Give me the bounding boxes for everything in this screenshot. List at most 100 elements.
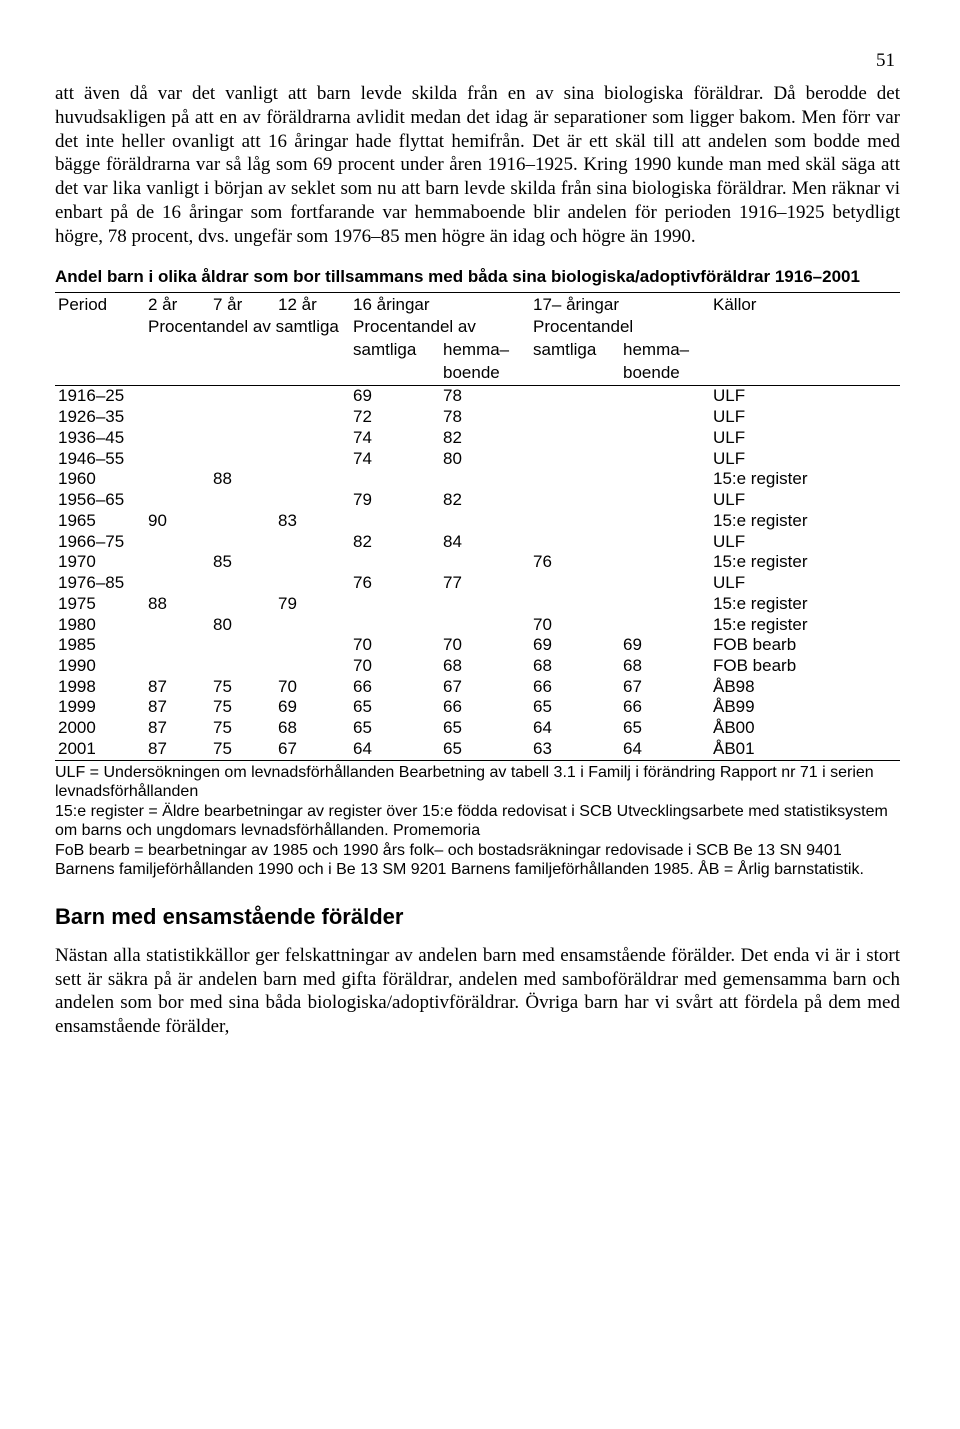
table-row: 19608815:e register bbox=[55, 469, 900, 490]
page-number: 51 bbox=[55, 50, 900, 72]
table-cell bbox=[210, 532, 275, 553]
table-cell: 1999 bbox=[55, 697, 145, 718]
table-cell: 87 bbox=[145, 697, 210, 718]
table-cell bbox=[620, 511, 710, 532]
table-cell bbox=[275, 615, 350, 636]
table-cell bbox=[440, 594, 530, 615]
table-cell: 63 bbox=[530, 739, 620, 760]
table-cell bbox=[145, 573, 210, 594]
section-heading: Barn med ensamstående förälder bbox=[55, 904, 900, 930]
table-cell: 69 bbox=[275, 697, 350, 718]
table-cell: 80 bbox=[210, 615, 275, 636]
table-cell: 70 bbox=[275, 677, 350, 698]
table-cell bbox=[210, 490, 275, 511]
table-cell: 75 bbox=[210, 677, 275, 698]
table-row: 199887757066676667ÅB98 bbox=[55, 677, 900, 698]
table-cell: ULF bbox=[710, 386, 900, 407]
hdr-boende-17: boende bbox=[620, 361, 710, 386]
table-cell: ULF bbox=[710, 573, 900, 594]
table-cell: ULF bbox=[710, 490, 900, 511]
table-cell: 1916–25 bbox=[55, 386, 145, 407]
table-cell: 68 bbox=[620, 656, 710, 677]
table-cell bbox=[620, 428, 710, 449]
table-cell: 64 bbox=[530, 718, 620, 739]
table-cell: 74 bbox=[350, 428, 440, 449]
table-cell: 65 bbox=[350, 718, 440, 739]
table-cell bbox=[145, 532, 210, 553]
table-row: 1970857615:e register bbox=[55, 552, 900, 573]
table-row: 1916–256978ULF bbox=[55, 386, 900, 407]
table-cell: 15:e register bbox=[710, 469, 900, 490]
table-cell bbox=[530, 449, 620, 470]
table-cell bbox=[145, 428, 210, 449]
table-cell: 88 bbox=[210, 469, 275, 490]
table-cell bbox=[145, 635, 210, 656]
table-cell bbox=[145, 449, 210, 470]
table-cell: 78 bbox=[440, 407, 530, 428]
table-cell: 75 bbox=[210, 697, 275, 718]
table-cell bbox=[530, 511, 620, 532]
intro-paragraph: att även då var det vanligt att barn lev… bbox=[55, 82, 900, 248]
table-cell bbox=[440, 511, 530, 532]
table-cell bbox=[620, 552, 710, 573]
table-cell bbox=[620, 594, 710, 615]
col-17aringar: 17– åringar bbox=[530, 292, 710, 315]
table-cell bbox=[210, 635, 275, 656]
table-cell bbox=[530, 386, 620, 407]
table-cell bbox=[620, 573, 710, 594]
table-cell: ULF bbox=[710, 407, 900, 428]
table-cell bbox=[210, 573, 275, 594]
table-cell bbox=[210, 407, 275, 428]
table-cell bbox=[530, 490, 620, 511]
table-cell: 68 bbox=[440, 656, 530, 677]
col-12ar: 12 år bbox=[275, 292, 350, 315]
table-cell: 67 bbox=[620, 677, 710, 698]
table-cell bbox=[350, 594, 440, 615]
table-cell: 1956–65 bbox=[55, 490, 145, 511]
table-cell: 64 bbox=[620, 739, 710, 760]
table-cell: ÅB00 bbox=[710, 718, 900, 739]
table-cell: 64 bbox=[350, 739, 440, 760]
table-cell: 2000 bbox=[55, 718, 145, 739]
table-cell bbox=[275, 532, 350, 553]
table-cell bbox=[440, 615, 530, 636]
data-table: Period 2 år 7 år 12 år 16 åringar 17– år… bbox=[55, 292, 900, 760]
table-cell bbox=[145, 656, 210, 677]
table-cell: 15:e register bbox=[710, 511, 900, 532]
table-cell bbox=[145, 615, 210, 636]
table-cell: 69 bbox=[350, 386, 440, 407]
hdr-samtliga-16: samtliga bbox=[350, 338, 440, 361]
col-2ar: 2 år bbox=[145, 292, 210, 315]
table-row: 1980807015:e register bbox=[55, 615, 900, 636]
table-cell bbox=[275, 656, 350, 677]
table-cell: 1980 bbox=[55, 615, 145, 636]
table-cell bbox=[620, 532, 710, 553]
table-cell: 15:e register bbox=[710, 552, 900, 573]
table-cell bbox=[210, 428, 275, 449]
hdr-hemma-16: hemma– bbox=[440, 338, 530, 361]
table-cell bbox=[530, 469, 620, 490]
table-cell: 68 bbox=[530, 656, 620, 677]
table-cell bbox=[620, 386, 710, 407]
table-row: 199987756965666566ÅB99 bbox=[55, 697, 900, 718]
table-cell bbox=[620, 615, 710, 636]
hdr-procentandel-samtliga: Procentandel av samtliga bbox=[145, 315, 350, 338]
table-cell: 66 bbox=[350, 677, 440, 698]
table-cell bbox=[275, 490, 350, 511]
table-row: 200187756764656364ÅB01 bbox=[55, 739, 900, 760]
table-cell: 70 bbox=[440, 635, 530, 656]
table-row: 1976–857677ULF bbox=[55, 573, 900, 594]
table-cell: ULF bbox=[710, 449, 900, 470]
table-cell: 1976–85 bbox=[55, 573, 145, 594]
table-cell: 76 bbox=[350, 573, 440, 594]
table-cell: 1965 bbox=[55, 511, 145, 532]
table-title: Andel barn i olika åldrar som bor tillsa… bbox=[55, 266, 900, 287]
closing-paragraph: Nästan alla statistikkällor ger felskatt… bbox=[55, 944, 900, 1039]
table-cell bbox=[530, 594, 620, 615]
table-cell bbox=[440, 469, 530, 490]
table-cell: 1975 bbox=[55, 594, 145, 615]
table-cell: 79 bbox=[275, 594, 350, 615]
table-cell bbox=[145, 490, 210, 511]
table-cell bbox=[275, 449, 350, 470]
table-cell: 70 bbox=[530, 615, 620, 636]
